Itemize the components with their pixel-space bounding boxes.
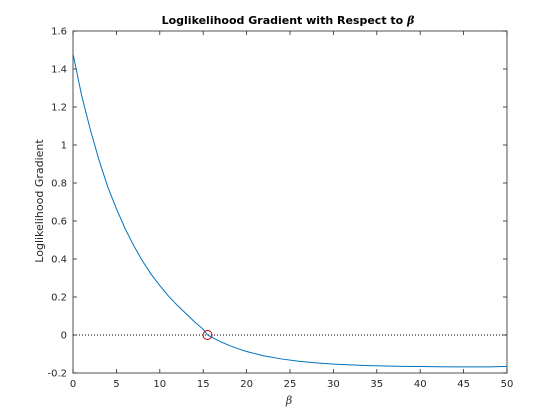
chart-title-text: Loglikelihood Gradient with Respect to <box>162 14 407 27</box>
y-tick-label: 0.8 <box>51 179 67 190</box>
x-tick-label: 15 <box>197 379 210 390</box>
axes-box <box>72 30 508 374</box>
y-tick-label: 1.2 <box>51 103 67 114</box>
x-tick-label: 20 <box>240 379 253 390</box>
chart-title: Loglikelihood Gradient with Respect to β <box>162 14 415 27</box>
y-tick-label: 1 <box>61 141 67 152</box>
x-tick-label: 45 <box>457 379 470 390</box>
x-tick-label: 5 <box>113 379 119 390</box>
plot-area: 0 5 10 15 20 25 30 35 40 45 50-0.200.20.40.60.811.… <box>47 27 513 391</box>
y-tick-label: 1.4 <box>51 65 67 76</box>
series-line <box>72 53 508 368</box>
y-tick-label: 0.6 <box>51 217 67 228</box>
root-marker <box>202 330 213 340</box>
y-tick-label: 1.6 <box>51 27 67 38</box>
x-tick-label: 30 <box>327 379 340 390</box>
y-tick-label: 0 <box>61 331 67 342</box>
x-axis-label: β <box>285 394 292 407</box>
y-tick-label: 0.4 <box>51 255 67 266</box>
y-tick-label: 0.2 <box>51 293 67 304</box>
y-tick-label: -0.2 <box>47 369 67 380</box>
x-tick-label: 0 <box>70 379 76 390</box>
x-tick-label: 10 <box>153 379 166 390</box>
x-tick-label: 40 <box>414 379 427 390</box>
x-tick-label: 25 <box>284 379 297 390</box>
y-axis-label: Loglikelihood Gradient <box>33 139 46 263</box>
x-tick-label: 50 <box>501 379 514 390</box>
x-tick-label: 35 <box>370 379 383 390</box>
chart-title-symbol: β <box>406 14 415 27</box>
